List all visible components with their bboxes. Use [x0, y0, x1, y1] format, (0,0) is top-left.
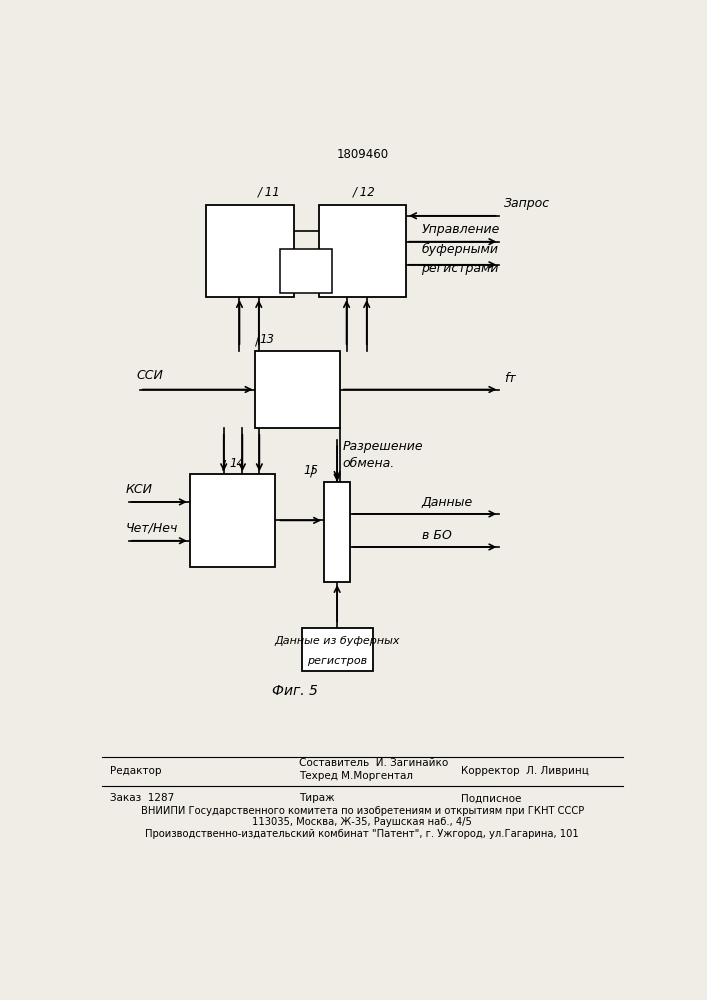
Text: в БО: в БО	[421, 529, 451, 542]
Bar	[280, 249, 332, 293]
Text: Техред М.Моргентал: Техред М.Моргентал	[299, 771, 414, 781]
Text: Данные из буферных: Данные из буферных	[274, 636, 400, 646]
Text: Фиг. 5: Фиг. 5	[272, 684, 318, 698]
Text: Корректор  Л. Ливринц: Корректор Л. Ливринц	[461, 766, 589, 776]
Bar	[324, 482, 350, 582]
Bar	[189, 474, 274, 567]
Text: 15: 15	[303, 464, 319, 477]
Text: 13: 13	[260, 333, 275, 346]
Text: Разрешение: Разрешение	[343, 440, 423, 453]
Bar	[206, 205, 294, 297]
Text: Чет/Неч: Чет/Неч	[126, 522, 178, 535]
Text: Подписное: Подписное	[461, 793, 521, 803]
Bar	[255, 351, 341, 428]
Bar	[301, 628, 373, 671]
Text: Заказ  1287: Заказ 1287	[110, 793, 175, 803]
Text: ВНИИПИ Государственного комитета по изобретениям и открытиям при ГКНТ СССР: ВНИИПИ Государственного комитета по изоб…	[141, 806, 584, 816]
Text: Составитель  И. Загинайко: Составитель И. Загинайко	[299, 758, 448, 768]
Text: буферными: буферными	[421, 242, 498, 256]
Text: КСИ: КСИ	[126, 483, 153, 496]
Text: /: /	[255, 335, 259, 348]
Text: fт: fт	[503, 372, 515, 385]
Text: ССИ: ССИ	[136, 369, 163, 382]
Text: Производственно-издательский комбинат "Патент", г. Ужгород, ул.Гагарина, 101: Производственно-издательский комбинат "П…	[146, 829, 579, 839]
Text: 14: 14	[229, 457, 244, 470]
Text: Редактор: Редактор	[110, 766, 162, 776]
Text: Тираж: Тираж	[299, 793, 335, 803]
Text: регистрами: регистрами	[421, 262, 499, 275]
Text: Управление: Управление	[421, 223, 500, 236]
Text: /: /	[310, 466, 314, 479]
Text: 113035, Москва, Ж-35, Раушская наб., 4/5: 113035, Москва, Ж-35, Раушская наб., 4/5	[252, 817, 472, 827]
Text: Данные: Данные	[421, 496, 473, 509]
Text: / 12: / 12	[353, 186, 375, 199]
Text: Запрос: Запрос	[503, 197, 550, 210]
Text: обмена.: обмена.	[343, 457, 395, 470]
Text: регистров: регистров	[307, 656, 367, 666]
Bar	[319, 205, 407, 297]
Text: 1809460: 1809460	[337, 148, 388, 161]
Text: /: /	[221, 458, 226, 471]
Text: / 11: / 11	[258, 186, 281, 199]
